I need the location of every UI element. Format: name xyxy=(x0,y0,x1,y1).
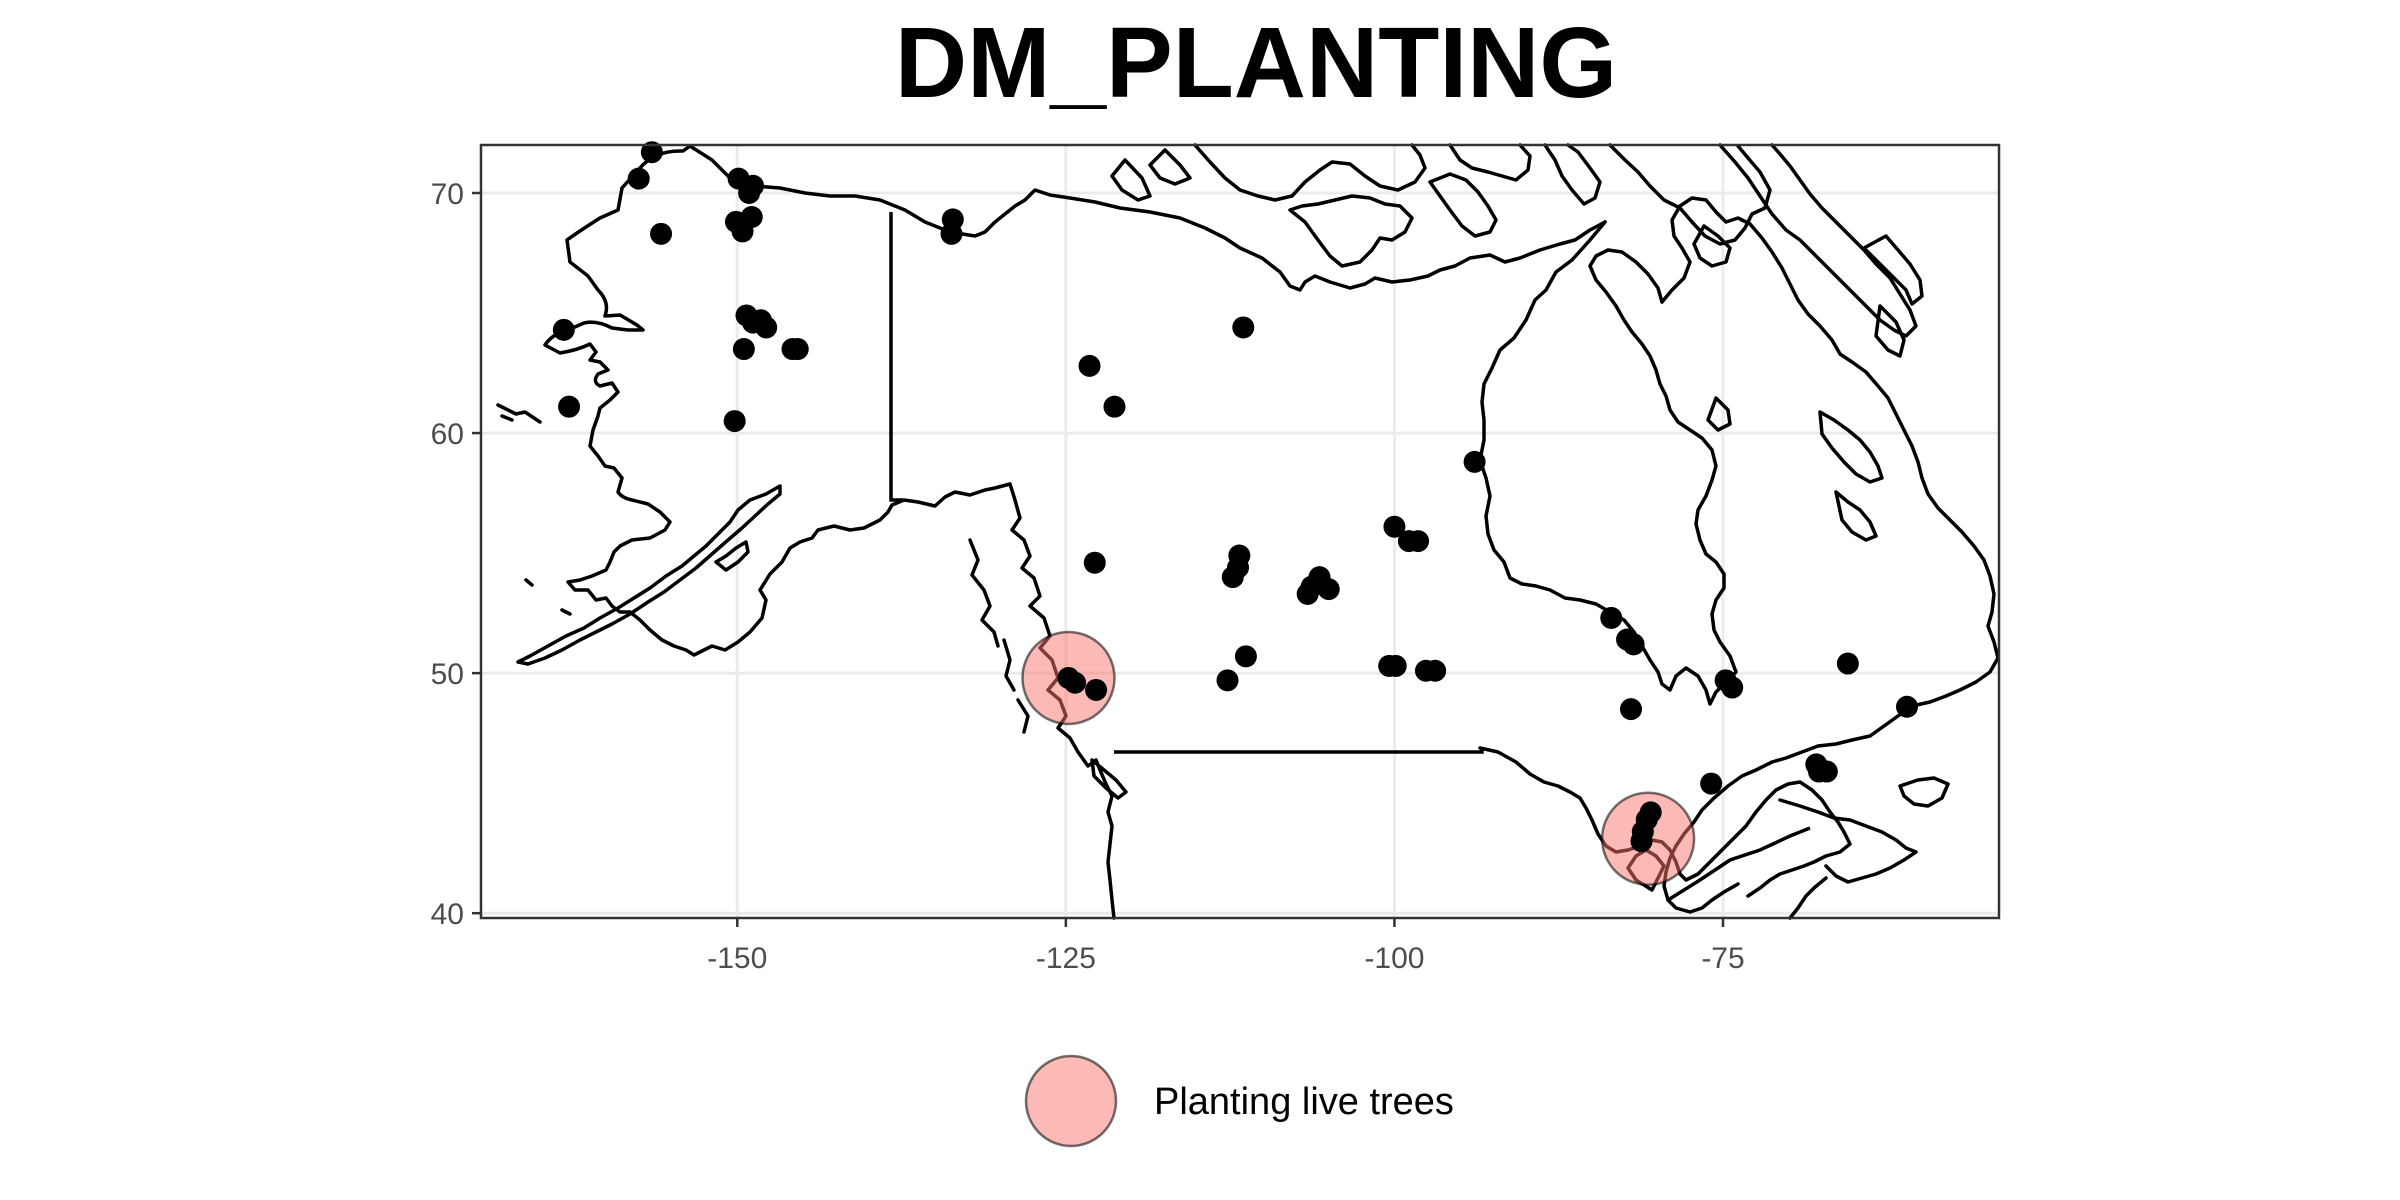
y-tick-label: 50 xyxy=(431,658,464,691)
panel-border xyxy=(479,143,2001,920)
site-point xyxy=(740,206,763,229)
alaska-coastline xyxy=(543,144,1012,657)
site-point xyxy=(1630,830,1653,853)
site-point xyxy=(732,338,755,361)
gridlines xyxy=(481,145,1999,918)
y-tick-label: 60 xyxy=(431,418,464,451)
y-tick-label: 70 xyxy=(431,178,464,211)
maritimes-coastline xyxy=(1778,776,1950,920)
site-point xyxy=(1424,659,1447,682)
site-point xyxy=(1083,551,1106,574)
kodiak-island xyxy=(714,540,750,572)
site-point xyxy=(1384,654,1407,677)
site-point xyxy=(552,318,575,341)
site-point xyxy=(755,316,778,339)
site-point xyxy=(781,338,804,361)
alaska-peninsula xyxy=(516,484,782,666)
y-tick-label: 40 xyxy=(431,898,464,931)
southampton-island xyxy=(1692,224,1732,432)
x-tick-label: -125 xyxy=(1036,942,1096,975)
site-point xyxy=(1622,633,1645,656)
site-point xyxy=(1234,645,1257,668)
site-point xyxy=(940,222,963,245)
victoria-island xyxy=(1110,148,1192,202)
site-point xyxy=(1600,606,1623,629)
site-point xyxy=(742,174,765,197)
site-point xyxy=(1228,544,1251,567)
alaska-canada-border xyxy=(889,212,903,502)
map-title: DM_PLANTING xyxy=(895,7,1617,119)
x-tick-label: -100 xyxy=(1364,942,1424,975)
ungava-labrador-coastline xyxy=(1660,196,2000,902)
site-point xyxy=(640,141,663,164)
site-point xyxy=(558,395,581,418)
legend: Planting live trees xyxy=(1024,1054,1454,1148)
arctic-mainland-coastline xyxy=(688,144,1607,292)
aleutian-islands xyxy=(496,403,572,616)
x-tick-label: -150 xyxy=(707,942,767,975)
arctic-islands xyxy=(1193,143,1772,268)
site-point xyxy=(723,410,746,433)
site-point xyxy=(1815,760,1838,783)
site-point xyxy=(1078,354,1101,377)
site-point xyxy=(1463,450,1486,473)
y-axis: 70 60 50 40 xyxy=(431,178,481,931)
x-tick-label: -75 xyxy=(1701,942,1744,975)
site-point xyxy=(1383,515,1406,538)
site-point xyxy=(1896,695,1918,718)
hudson-strait-detail xyxy=(1818,410,1884,542)
political-borders xyxy=(889,212,1811,902)
site-point xyxy=(1064,671,1087,694)
site-point xyxy=(1085,678,1108,701)
site-points xyxy=(552,141,1918,853)
site-point xyxy=(1317,578,1340,601)
site-point xyxy=(1232,316,1255,339)
map-panel xyxy=(479,141,2001,920)
x-axis: -150 -125 -100 -75 xyxy=(707,918,1745,975)
baffin-island xyxy=(1718,143,1924,358)
site-point xyxy=(1103,395,1126,418)
legend-label: Planting live trees xyxy=(1154,1081,1454,1123)
canada-us-border-east xyxy=(1667,826,1811,902)
site-point xyxy=(650,222,673,245)
site-point xyxy=(1620,698,1642,721)
panel-background xyxy=(481,145,1999,918)
site-point xyxy=(1700,772,1723,795)
hudson-bay-coastline xyxy=(1478,220,1738,706)
legend-key-circle xyxy=(1024,1054,1118,1148)
site-point xyxy=(1721,676,1744,699)
site-point xyxy=(627,167,650,190)
great-lakes-st-lawrence xyxy=(1478,746,1852,898)
bc-islands xyxy=(968,538,1128,800)
site-point xyxy=(1407,530,1430,553)
site-point xyxy=(1836,652,1859,675)
site-point xyxy=(1216,669,1239,692)
canada-us-border-49th xyxy=(1114,748,1484,754)
